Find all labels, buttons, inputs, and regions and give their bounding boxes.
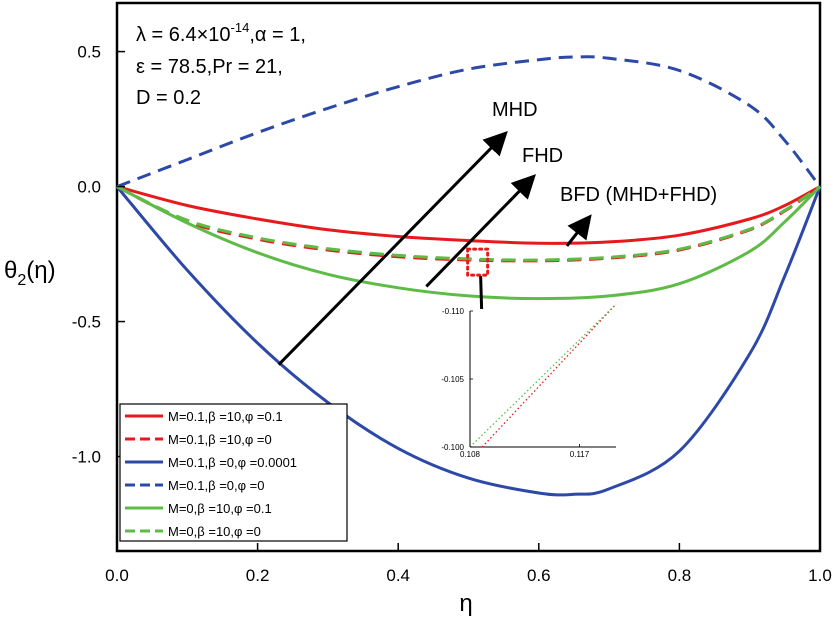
arrow-label-mhd: MHD (492, 99, 538, 121)
series-line-4 (116, 55, 822, 189)
arrow-label-fhd: FHD (522, 145, 563, 167)
inset-y-tick-label: -0.100 (441, 443, 464, 452)
inset-y-tick-label: -0.105 (441, 375, 464, 384)
param-epsilon-pr: ε = 78.5,Pr = 21, (136, 56, 283, 78)
legend-label-6: M=0,β =10,φ =0 (168, 524, 261, 539)
x-tick-label: 0.8 (668, 566, 692, 585)
y-tick-label: -1.0 (72, 448, 101, 467)
legend-label-2: M=0.1,β =10,φ =0 (168, 432, 272, 447)
arrow-bfd (565, 214, 592, 247)
legend: M=0.1,β =10,φ =0.1 M=0.1,β =10,φ =0 M=0.1,… (119, 403, 348, 542)
series-layer (115, 55, 822, 497)
legend-label-1: M=0.1,β =10,φ =0.1 (168, 409, 283, 424)
tick-layer: 0.0 0.2 0.4 0.6 0.8 1.0 0.5 0.0 -0.5 -1.0 (72, 43, 832, 585)
inset-x-tick-label: 0.117 (570, 450, 590, 459)
series-line-5 (116, 185, 822, 301)
param-alpha: ,α = 1, (249, 24, 306, 46)
inset-y-tick-label: -0.110 (442, 307, 465, 316)
param-lambda: λ = 6.4×10 (136, 24, 231, 46)
y-tick-label: 0.0 (77, 178, 101, 197)
arrow-fhd (425, 174, 536, 288)
legend-box (119, 403, 348, 542)
arrow-layer (277, 130, 592, 366)
plot-frame (115, 1, 822, 553)
inset-series-line-1 (481, 303, 617, 448)
arrow-label-bfd: BFD (MHD+FHD) (560, 184, 717, 206)
series-line-3 (115, 185, 822, 497)
legend-label-3: M=0.1,β =0,φ =0.0001 (168, 455, 297, 470)
zoom-region-marker (466, 247, 490, 277)
param-d: D = 0.2 (136, 87, 201, 109)
series-line-1 (116, 185, 821, 245)
svg-text:λ = 6.4×10-14,α = 1,: λ = 6.4×10-14,α = 1, (136, 20, 306, 46)
y-tick-label: -0.5 (72, 313, 101, 332)
y-axis-title: θ2(η) (4, 257, 56, 289)
x-tick-label: 0.2 (246, 566, 270, 585)
y-axis-title-symbol: θ (4, 257, 17, 284)
y-axis-title-argument: (η) (26, 257, 55, 284)
legend-label-4: M=0.1,β =0,φ =0 (168, 478, 265, 493)
y-tick-label: 0.5 (77, 43, 101, 62)
x-tick-label: 1.0 (808, 566, 832, 585)
parameter-annotation: λ = 6.4×10-14,α = 1, ε = 78.5,Pr = 21, D… (136, 20, 306, 109)
inset-x-tick-label: 0.108 (460, 450, 481, 459)
arrow-mhd (277, 130, 508, 366)
param-lambda-exponent: -14 (231, 20, 250, 35)
x-axis-title: η (459, 590, 472, 617)
y-axis-title-subscript: 2 (17, 272, 26, 289)
legend-label-5: M=0,β =10,φ =0.1 (168, 501, 272, 516)
x-tick-label: 0.6 (527, 566, 551, 585)
x-tick-label: 0.0 (105, 566, 129, 585)
series-line-6 (116, 185, 821, 262)
x-tick-label: 0.4 (386, 566, 410, 585)
